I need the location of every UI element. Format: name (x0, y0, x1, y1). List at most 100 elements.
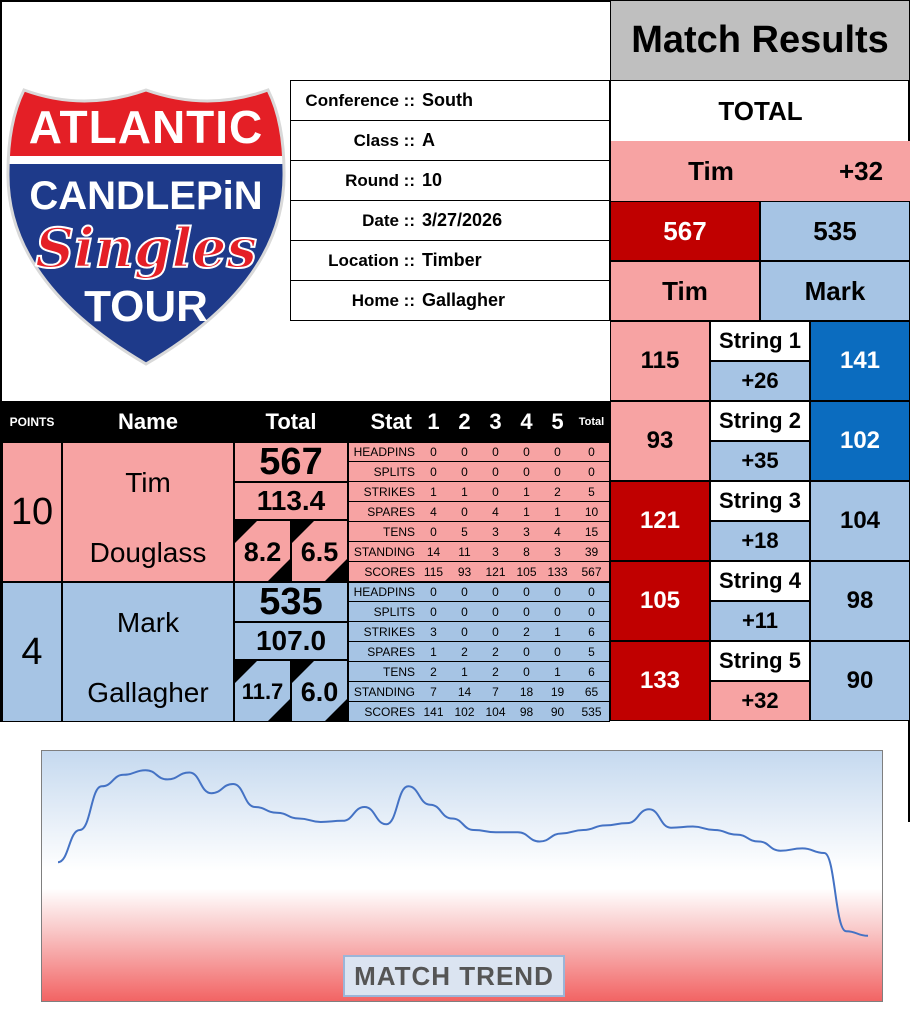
header-game-4: 4 (520, 408, 533, 434)
results-title: Match Results (610, 0, 910, 81)
player-2-left-small: 11.7 (241, 679, 284, 704)
logo-line-candlepin: CANDLEPiN (29, 174, 263, 218)
string-2-right: 102 (810, 401, 910, 481)
info-row-round: Round :: 10 (290, 161, 610, 201)
stat-row (348, 642, 610, 662)
stat-value: 0 (554, 605, 561, 619)
results-score-right: 535 (760, 201, 910, 261)
stat-value: 0 (430, 525, 437, 539)
stat-label: STRIKES (363, 625, 415, 639)
logo-line-tour: TOUR (84, 282, 208, 331)
player-1-left-stat-cell: 8.2 (234, 520, 291, 582)
corner-marker (292, 661, 314, 683)
results-leader-name: Tim (688, 155, 734, 186)
stat-row (348, 522, 610, 542)
stat-total: 0 (588, 605, 595, 619)
stat-value: 133 (547, 565, 568, 579)
stat-value: 3 (554, 545, 561, 559)
stat-label: TENS (382, 525, 415, 539)
player-2-last-name: Gallagher (87, 677, 209, 708)
stat-value: 1 (554, 505, 561, 519)
stat-value: 5 (461, 525, 468, 539)
string-5-right: 90 (810, 641, 910, 721)
match-trend-chart: MATCH TREND (41, 750, 883, 1002)
stat-value: 0 (461, 585, 468, 599)
info-row-location: Location :: Timber (290, 241, 610, 281)
header-name: Name (118, 408, 178, 434)
stat-value: 2 (492, 645, 499, 659)
stat-value: 0 (492, 465, 499, 479)
corner-marker (235, 521, 257, 543)
stat-total: 6 (588, 665, 595, 679)
player-2-points: 4 (2, 582, 62, 722)
stat-value: 7 (492, 685, 499, 699)
corner-marker (235, 661, 257, 683)
stat-value: 121 (485, 565, 506, 579)
stat-label: HEADPINS (353, 445, 415, 459)
info-row-class: Class :: A (290, 121, 610, 161)
corner-marker (325, 699, 347, 721)
info-value: 10 (422, 170, 443, 190)
stat-value: 0 (554, 645, 561, 659)
stat-row (348, 502, 610, 522)
stat-value: 104 (485, 705, 506, 719)
stat-value: 0 (461, 465, 468, 479)
stat-value: 102 (454, 705, 475, 719)
stat-total: 0 (588, 465, 595, 479)
stat-value: 98 (519, 705, 534, 719)
string-3-diff: +18 (710, 521, 810, 561)
info-label: Date :: (362, 210, 415, 230)
stat-value: 0 (492, 585, 499, 599)
stat-value: 0 (461, 445, 468, 459)
stat-row (348, 622, 610, 642)
stat-value: 115 (423, 565, 444, 579)
results-name-left: Tim (610, 261, 760, 321)
header-game-3: 3 (489, 408, 502, 434)
string-4-label: String 4 (710, 561, 810, 601)
stat-value: 2 (492, 665, 499, 679)
stat-label: SCORES (364, 705, 415, 719)
stat-value: 11 (458, 545, 471, 559)
info-row-date: Date :: 3/27/2026 (290, 201, 610, 241)
player-1-first-name: Tim (125, 467, 171, 498)
player-2-total: 535 (234, 582, 348, 622)
stat-row (348, 562, 610, 582)
player-2-name-cell: Mark Gallagher (62, 582, 234, 722)
stat-row (348, 582, 610, 602)
stat-total: 0 (588, 445, 595, 459)
stat-value: 90 (550, 705, 565, 719)
stat-value: 4 (430, 505, 437, 519)
stat-value: 0 (492, 445, 499, 459)
corner-marker (292, 521, 314, 543)
string-1-label: String 1 (710, 321, 810, 361)
corner-marker (325, 559, 347, 581)
stat-label: STANDING (353, 685, 415, 699)
frame-top (0, 0, 610, 2)
stat-value: 14 (426, 545, 441, 559)
stat-label: HEADPINS (353, 585, 415, 599)
string-1-diff: +26 (710, 361, 810, 401)
tour-logo: ATLANTIC CANDLEPiN Singles TOUR (4, 82, 288, 368)
stat-total: 5 (588, 645, 595, 659)
player-1-average: 113.4 (234, 482, 348, 520)
stat-value: 1 (554, 665, 561, 679)
stat-value: 0 (430, 445, 437, 459)
stat-value: 1 (523, 505, 530, 519)
stat-value: 0 (492, 625, 499, 639)
stat-value: 1 (461, 665, 468, 679)
player-2-stats: HEADPINS 0 0 0 0 0 0 SPLITS 0 0 0 0 0 0 STRIKES 3 0 0 2 1 6 S… (0, 582, 610, 722)
info-row-conference: Conference :: South (290, 81, 610, 121)
results-name-right: Mark (760, 261, 910, 321)
player-2-right-stat-cell: 6.0 (291, 660, 348, 722)
player-1-right-small: 6.5 (300, 536, 339, 567)
stat-total: 567 (581, 565, 602, 579)
player-1-points: 10 (2, 442, 62, 582)
stat-value: 7 (430, 685, 437, 699)
stat-value: 0 (523, 665, 530, 679)
info-value: Gallagher (422, 290, 506, 310)
stat-total: 15 (584, 525, 599, 539)
string-5-label: String 5 (710, 641, 810, 681)
stat-value: 3 (523, 525, 530, 539)
corner-marker (268, 559, 290, 581)
info-value: A (422, 130, 435, 150)
